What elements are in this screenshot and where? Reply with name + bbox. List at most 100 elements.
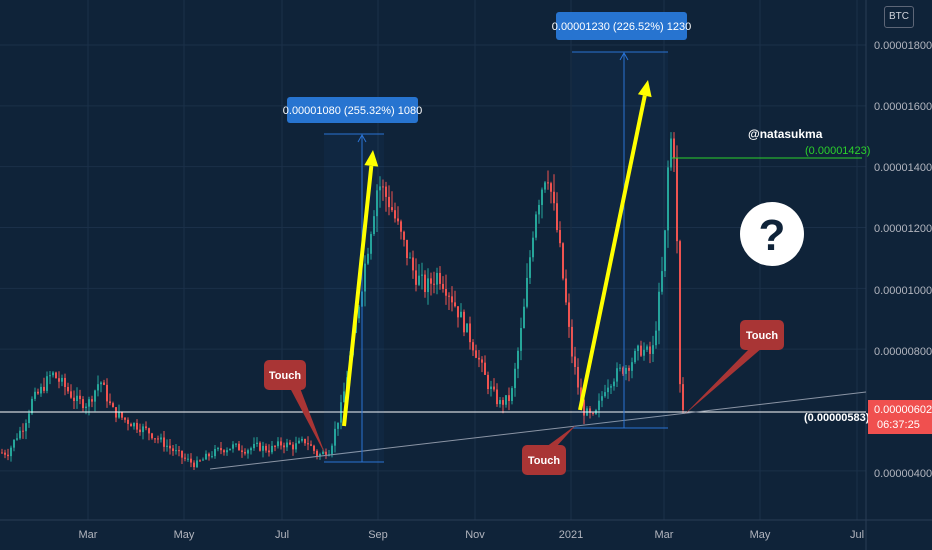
candle-body bbox=[559, 230, 561, 244]
y-tick-label: 0.00000800 bbox=[874, 346, 932, 358]
candle-body bbox=[208, 453, 210, 457]
candle-body bbox=[370, 234, 372, 254]
x-tick-label: May bbox=[750, 529, 771, 541]
candle-body bbox=[202, 459, 204, 461]
candle-body bbox=[70, 391, 72, 398]
candle-body bbox=[493, 386, 495, 390]
candle-body bbox=[259, 442, 261, 451]
candle-body bbox=[457, 306, 459, 318]
x-tick-label: Nov bbox=[465, 529, 485, 541]
candle-body bbox=[460, 311, 462, 318]
candle-body bbox=[163, 437, 165, 447]
candle-body bbox=[16, 438, 18, 440]
candle-body bbox=[316, 450, 318, 456]
candle-body bbox=[319, 454, 321, 456]
candle-body bbox=[670, 138, 672, 168]
candle-body bbox=[496, 389, 498, 405]
y-tick-label: 0.00001800 bbox=[874, 40, 932, 52]
candle-body bbox=[682, 384, 684, 410]
candle-body bbox=[637, 345, 639, 351]
candle-body bbox=[304, 438, 306, 444]
candle-body bbox=[358, 306, 360, 319]
measure-label: 0.00001080 (255.32%) 1080 bbox=[283, 105, 422, 117]
candle-body bbox=[79, 395, 81, 400]
candle-body bbox=[565, 278, 567, 303]
currency-selector[interactable]: BTC bbox=[884, 6, 914, 28]
candle-body bbox=[466, 323, 468, 333]
candle-body bbox=[364, 263, 366, 292]
candle-body bbox=[106, 384, 108, 402]
candle-body bbox=[61, 377, 63, 382]
candle-body bbox=[433, 283, 435, 285]
resistance-label: (0.00001423) bbox=[805, 145, 870, 157]
candle-body bbox=[634, 350, 636, 363]
candle-body bbox=[109, 401, 111, 404]
candle-body bbox=[619, 367, 621, 369]
candle-body bbox=[211, 456, 213, 458]
candle-body bbox=[415, 270, 417, 285]
candle-body bbox=[481, 359, 483, 363]
candle-body bbox=[568, 302, 570, 327]
candle-body bbox=[469, 323, 471, 343]
candle-body bbox=[604, 392, 606, 397]
candle-body bbox=[73, 397, 75, 402]
candle-body bbox=[196, 460, 198, 468]
candle-body bbox=[280, 441, 282, 446]
candle-body bbox=[148, 428, 150, 434]
candle-body bbox=[526, 277, 528, 307]
candle-body bbox=[22, 430, 24, 432]
candle-body bbox=[67, 386, 69, 392]
touch-callout-box bbox=[740, 320, 784, 350]
candle-body bbox=[640, 345, 642, 356]
candle-body bbox=[103, 382, 105, 385]
candle-body bbox=[178, 450, 180, 452]
y-tick-label: 0.00001400 bbox=[874, 162, 932, 174]
candle-body bbox=[454, 302, 456, 307]
candle-body bbox=[181, 450, 183, 458]
candle-body bbox=[655, 330, 657, 346]
candle-body bbox=[679, 241, 681, 385]
candle-body bbox=[10, 447, 12, 457]
current-price-tag bbox=[868, 400, 932, 434]
candle-body bbox=[139, 429, 141, 433]
candle-body bbox=[409, 257, 411, 259]
candle-body bbox=[94, 390, 96, 402]
candle-body bbox=[289, 442, 291, 445]
candle-body bbox=[400, 221, 402, 232]
question-circle bbox=[740, 202, 804, 266]
candle-body bbox=[25, 423, 27, 432]
touch-callout-label: Touch bbox=[528, 455, 560, 467]
candle-body bbox=[439, 272, 441, 284]
candle-body bbox=[601, 396, 603, 401]
candle-body bbox=[97, 384, 99, 391]
candle-body bbox=[166, 445, 168, 447]
x-tick-label: Sep bbox=[368, 529, 388, 541]
candle-body bbox=[649, 346, 651, 354]
support-level-label: (0.00000583) bbox=[804, 412, 870, 424]
candle-body bbox=[184, 457, 186, 459]
candle-body bbox=[517, 350, 519, 369]
candle-body bbox=[592, 412, 594, 414]
candle-body bbox=[13, 439, 15, 448]
y-tick-label: 0.00001200 bbox=[874, 223, 932, 235]
candle-body bbox=[424, 274, 426, 293]
candle-body bbox=[382, 186, 384, 188]
candle-body bbox=[64, 377, 66, 387]
yellow-arrow-1-head bbox=[364, 150, 379, 167]
candle-body bbox=[199, 460, 201, 462]
candle-body bbox=[76, 395, 78, 402]
candle-body bbox=[145, 426, 147, 429]
candle-body bbox=[112, 403, 114, 408]
candle-body bbox=[529, 257, 531, 278]
candle-body bbox=[472, 342, 474, 351]
candle-body bbox=[277, 441, 279, 447]
candle-body bbox=[397, 218, 399, 222]
candle-body bbox=[598, 400, 600, 411]
candle-body bbox=[130, 423, 132, 427]
candle-body bbox=[430, 278, 432, 284]
candle-body bbox=[151, 433, 153, 439]
candle-body bbox=[574, 356, 576, 367]
candle-body bbox=[127, 419, 129, 424]
candle-body bbox=[226, 450, 228, 453]
candle-body bbox=[661, 271, 663, 292]
